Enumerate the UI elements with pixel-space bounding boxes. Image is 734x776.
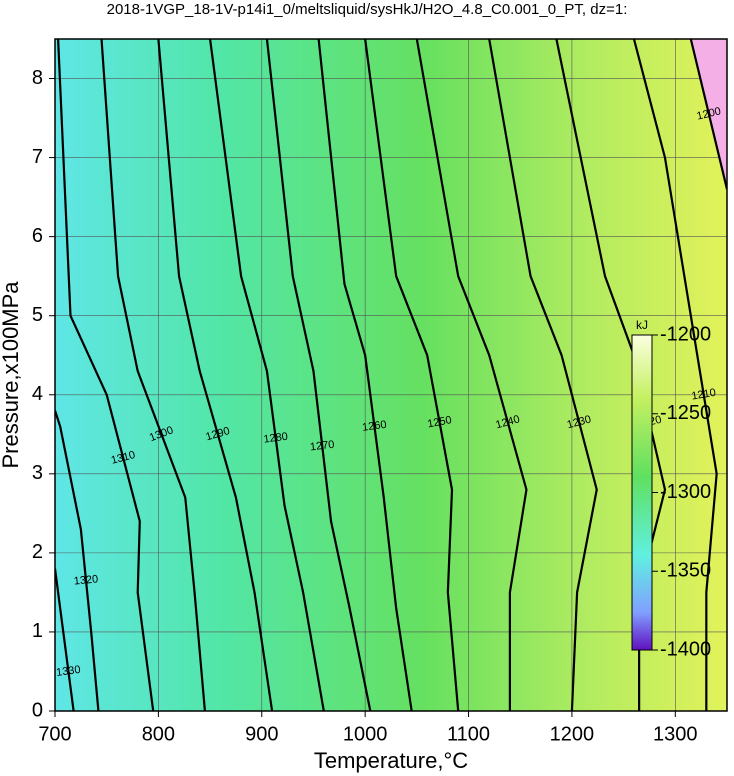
- colorbar-tick-label: -1400: [660, 638, 711, 660]
- chart-title: 2018-1VGP_18-1V-p14i1_0/meltsliquid/sysH…: [107, 1, 628, 18]
- colorbar-tick-label: -1350: [660, 560, 711, 582]
- y-tick-label: 6: [32, 225, 43, 247]
- contour-line: [157, 39, 274, 711]
- x-tick-label: 1100: [447, 723, 490, 745]
- colorbar-tick-label: -1250: [660, 402, 711, 424]
- contour-line: [55, 410, 100, 711]
- plot-background: [55, 39, 727, 711]
- x-tick-label: 1300: [653, 723, 698, 745]
- y-tick-label: 4: [32, 383, 43, 405]
- y-tick-label: 3: [32, 462, 43, 484]
- contour-line: [632, 39, 718, 711]
- x-axis-label: Temperature,°C: [314, 748, 468, 773]
- contour-label: 1270: [309, 439, 335, 454]
- contour-label: 1320: [73, 573, 99, 587]
- y-tick-label: 2: [32, 541, 43, 563]
- contour-line: [317, 39, 413, 711]
- x-tick-label: 900: [245, 723, 278, 745]
- y-tick-label: 7: [32, 146, 43, 168]
- colorbar-unit: kJ: [636, 318, 648, 332]
- contour-label: 1230: [566, 413, 593, 431]
- x-tick-label: 800: [142, 723, 175, 745]
- contour-label: 1260: [362, 419, 388, 434]
- y-tick-label: 5: [32, 304, 43, 326]
- contour-label: 1250: [426, 414, 452, 430]
- contour-line: [364, 39, 460, 711]
- contour-line: [689, 39, 727, 190]
- contour-line: [265, 39, 372, 711]
- y-axis-label: Pressure,x100MPa: [0, 281, 23, 469]
- colorbar-tick-label: -1200: [660, 323, 711, 345]
- plot-frame: [54, 38, 728, 712]
- contour-line: [55, 568, 75, 711]
- y-tick-label: 1: [32, 620, 43, 642]
- contour-line: [100, 39, 207, 711]
- y-tick-label: 8: [32, 67, 43, 89]
- colorbar-tick-label: -1300: [660, 481, 711, 503]
- contour-line: [57, 39, 155, 711]
- contour-label: 1310: [110, 449, 137, 467]
- contour-label: 1200: [696, 105, 723, 122]
- contour-label: 1280: [263, 431, 289, 446]
- contour-label: 1210: [691, 387, 717, 403]
- x-tick-label: 1200: [550, 723, 595, 745]
- contour-label: 1330: [56, 664, 82, 679]
- x-tick-label: 1000: [343, 723, 388, 745]
- y-tick-label: 0: [32, 699, 43, 721]
- contour-line: [208, 39, 325, 711]
- colorbar: [631, 334, 653, 651]
- contour-line: [415, 39, 528, 711]
- x-tick-label: 700: [38, 723, 71, 745]
- contour-line: [488, 39, 598, 711]
